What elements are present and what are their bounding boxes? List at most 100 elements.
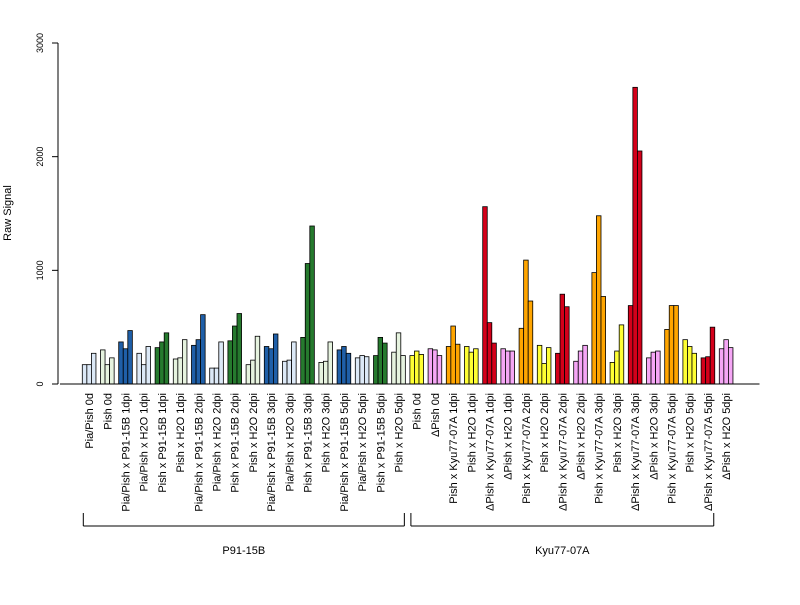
x-tick-label: Pia/Pish x P91-15B 1dpi (121, 393, 133, 512)
bar (627, 305, 634, 385)
bar (109, 357, 115, 385)
x-tick-label: Pia/Pish x H2O 2dpi (212, 393, 224, 491)
bar (300, 336, 306, 385)
bar (254, 335, 261, 385)
x-tick-label: Pish x Kyu77-07A 1dpi (448, 393, 460, 504)
bar (723, 339, 729, 385)
bar (546, 347, 552, 385)
x-tick-label: ΔPish x H2O 1dpi (503, 393, 515, 480)
bar (159, 341, 165, 385)
bar (395, 332, 402, 385)
bar (141, 364, 147, 385)
bar (136, 352, 142, 385)
x-tick-label: Pish x Kyu77-07A 3dpi (594, 393, 606, 504)
x-tick-label: Pish x H2O 3dpi (321, 393, 333, 472)
y-tick-label: 0 (35, 381, 45, 386)
bar (486, 322, 493, 385)
x-tick-label: Pish 0d (102, 393, 114, 430)
bar (555, 352, 561, 385)
bar (163, 332, 170, 385)
bar (418, 354, 424, 385)
x-tick-label: ΔPish x Kyu77-07A 2dpi (557, 393, 569, 511)
bar (445, 346, 452, 385)
bar (341, 346, 347, 385)
bar (664, 329, 670, 385)
bar (263, 346, 270, 385)
y-axis: 0 1000 2000 3000 (35, 33, 59, 387)
bar (454, 343, 461, 385)
bar (655, 350, 661, 385)
bar (327, 341, 333, 385)
bar (427, 348, 434, 385)
bar (682, 339, 688, 385)
x-tick-label: Pish x H2O 1dpi (466, 393, 478, 472)
x-tick-label: Pish x H2O 5dpi (394, 393, 406, 472)
x-tick-label: ΔPish 0d (430, 393, 442, 437)
x-tick-label: Pia/Pish x P91-15B 2dpi (193, 393, 205, 512)
bar (154, 347, 161, 385)
bar (272, 333, 279, 385)
bar (363, 356, 370, 385)
bar (468, 351, 474, 385)
bar (564, 306, 570, 385)
bar (646, 357, 652, 385)
bar (291, 341, 297, 385)
bar (382, 342, 388, 385)
x-tick-label: Pish x H2O 1dpi (175, 393, 187, 472)
bar (432, 349, 438, 385)
bar (500, 348, 506, 385)
bar (345, 352, 352, 385)
bar (227, 340, 233, 385)
bar (673, 305, 679, 385)
bar (637, 150, 643, 385)
x-tick-label: Pish x Kyu77-07A 5dpi (667, 393, 679, 504)
bar (687, 346, 693, 385)
group-label: Kyu77-07A (535, 545, 590, 557)
bar (213, 367, 220, 385)
bar (209, 367, 215, 385)
x-tick-label: Pia/Pish x H2O 3dpi (284, 393, 296, 491)
bar (127, 330, 133, 385)
bar (577, 350, 584, 385)
x-tick-label: ΔPish x Kyu77-07A 5dpi (703, 393, 715, 511)
x-tick-label: Pish x P91-15B 2dpi (230, 393, 242, 493)
x-tick-label: Pish 0d (412, 393, 424, 430)
x-tick-label: Pish x H2O 2dpi (248, 393, 260, 472)
y-axis-title: Raw Signal (2, 185, 14, 241)
bar (414, 350, 420, 385)
bar (122, 348, 129, 385)
bar (250, 359, 256, 385)
x-tick-label: Pia/Pish x P91-15B 3dpi (266, 393, 278, 512)
bar (473, 348, 479, 385)
bar (268, 348, 274, 385)
bar (482, 206, 488, 385)
bar (177, 357, 183, 385)
bar (354, 357, 361, 385)
bar (609, 361, 616, 385)
bar (559, 293, 565, 385)
bar (195, 339, 202, 385)
x-tick-label: Pia/Pish x H2O 1dpi (139, 393, 151, 491)
bar (304, 263, 311, 385)
bar (359, 355, 365, 385)
bar (518, 327, 525, 385)
bar (691, 352, 697, 385)
bar (282, 360, 288, 385)
x-tick-label: Pish x H2O 3dpi (612, 393, 624, 472)
bar (81, 364, 88, 385)
bar (509, 350, 515, 385)
bar (591, 272, 597, 385)
y-tick-label: 3000 (35, 33, 45, 53)
bar (318, 361, 324, 385)
x-tick-label: ΔPish x Kyu77-07A 3dpi (630, 393, 642, 511)
bar (450, 325, 456, 385)
x-tick-labels: Pia/Pish 0d Pish 0d Pia/Pish x P91-15B 1dp… (84, 393, 733, 512)
x-tick-label: ΔPish x H2O 2dpi (576, 393, 588, 480)
bar (323, 360, 329, 385)
x-tick-label: Pish x P91-15B 1dpi (157, 393, 169, 493)
bar (145, 346, 151, 385)
bar (573, 360, 579, 385)
x-tick-label: ΔPish x H2O 5dpi (721, 393, 733, 480)
bar (118, 341, 124, 385)
